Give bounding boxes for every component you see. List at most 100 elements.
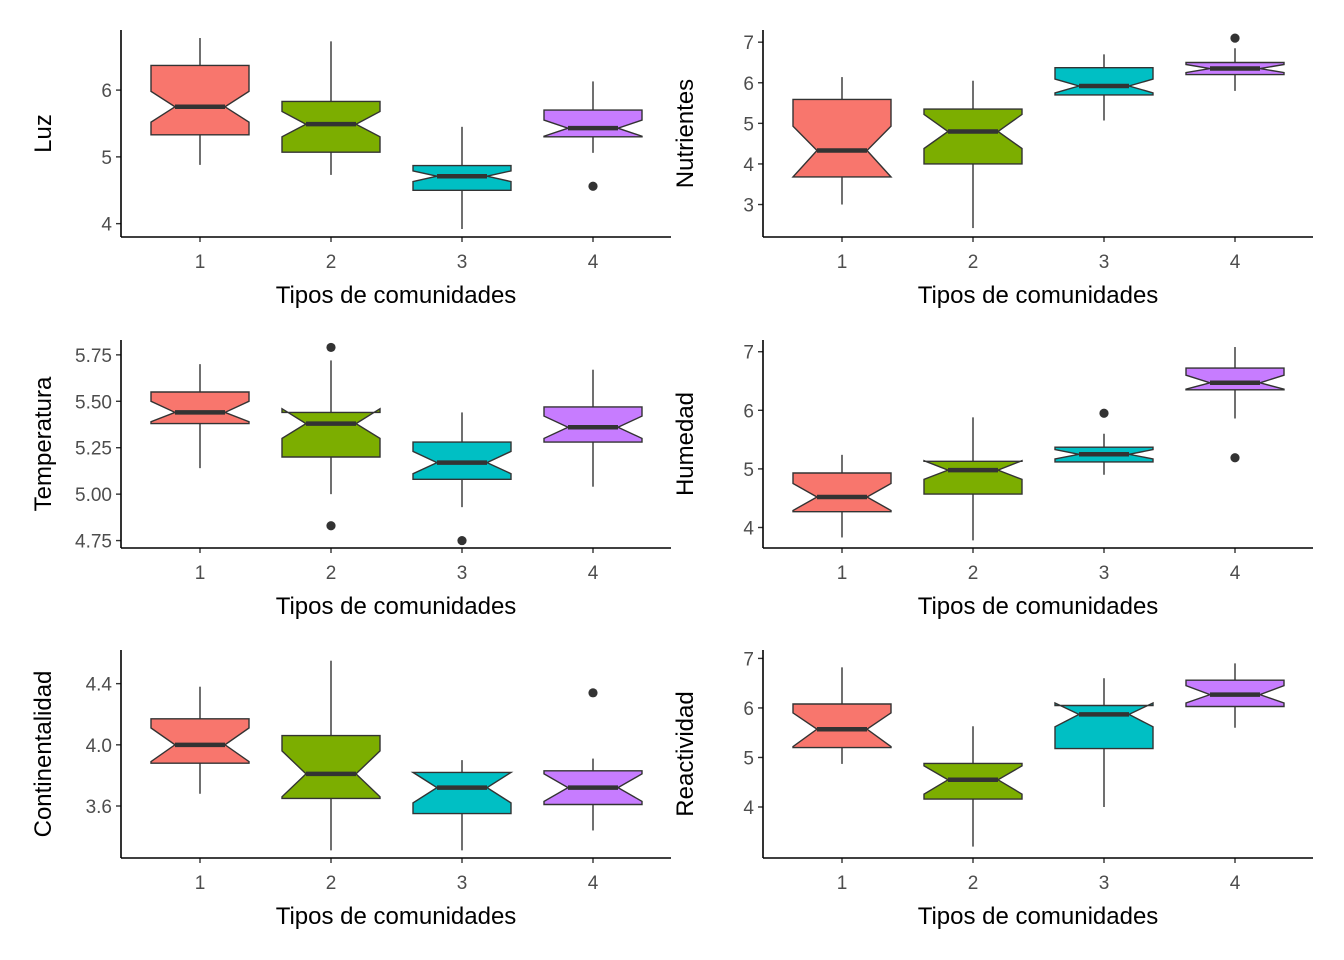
x-tick-label: 1 [195,252,206,273]
x-tick-label: 2 [968,563,979,584]
outlier-point [326,342,336,353]
y-tick-label: 5 [101,148,112,169]
x-axis-title: Tipos de comunidades [918,593,1159,620]
x-tick-label: 4 [588,252,599,273]
y-tick-label: 6 [743,74,754,95]
box-2 [281,100,381,153]
outlier-point [588,181,598,191]
box-group-4 [543,369,643,487]
y-tick-label: 4 [743,155,754,176]
box-2 [923,459,1023,495]
y-tick-label: 5.25 [75,439,112,460]
box-group-2 [923,726,1023,847]
box-group-3 [412,412,512,546]
box-4 [543,406,643,443]
outlier-point [1099,408,1109,418]
x-axis-title: Tipos de comunidades [276,903,517,930]
x-axis-title: Tipos de comunidades [276,282,517,309]
x-tick-label: 2 [968,252,979,273]
panel-temperatura: 4.75 5.00 5.25 5.50 5.75 1 2 3 4 Tipos de comunid… [30,340,671,620]
y-tick-label: 5.50 [75,392,112,413]
box-group-4 [1185,347,1285,463]
y-tick-label: 5 [743,748,754,769]
y-tick-label: 4.75 [75,532,112,553]
y-tick-label: 4 [101,215,112,236]
box-group-3 [412,126,512,229]
box-group-1 [791,77,893,205]
x-tick-label: 3 [1099,563,1110,584]
outlier-point [326,521,336,531]
y-tick-label: 4.4 [86,675,113,696]
y-tick-label: 5 [743,460,754,481]
x-tick-label: 2 [326,563,337,584]
outlier-point [1230,33,1240,43]
panel-continentalidad: 3.6 4.0 4.4 1 2 3 4 Tipos de comunidades Contine… [30,650,671,930]
box-2 [923,108,1023,165]
box-3 [410,771,514,815]
box-4 [543,109,643,138]
box-1 [792,703,892,749]
y-tick-label: 4 [743,518,754,539]
x-tick-label: 3 [457,252,468,273]
panel-nutrientes: 3 4 5 6 7 1 2 3 4 Tipos de comunidades Nutrientes [672,30,1313,309]
x-tick-label: 1 [837,252,848,273]
x-tick-label: 4 [588,873,599,894]
box-2 [281,734,381,800]
box-group-1 [792,667,892,764]
x-axis-title: Tipos de comunidades [276,593,517,620]
y-tick-label: 4.0 [86,736,112,757]
box-group-1 [792,454,892,538]
x-axis-title: Tipos de comunidades [918,903,1159,930]
box-1 [150,718,250,764]
box-group-1 [150,364,250,469]
box-1 [792,472,892,513]
box-1 [150,391,250,425]
panel-luz: 4 5 6 1 2 3 4 Tipos de comunidades Luz [30,30,671,309]
x-tick-label: 3 [457,873,468,894]
box-group-1 [150,38,250,165]
outlier-point [1230,453,1240,463]
box-group-2 [281,342,381,531]
box-group-2 [923,417,1023,541]
x-tick-label: 4 [588,563,599,584]
outlier-point [588,688,598,698]
box-group-4 [543,688,643,831]
box-1 [150,64,250,136]
box-group-2 [281,41,381,175]
box-1 [791,98,893,178]
y-axis-title: Reactividad [672,691,699,816]
box-group-3 [410,760,514,851]
x-tick-label: 4 [1230,873,1241,894]
y-tick-label: 5 [743,114,754,135]
y-tick-label: 3.6 [86,797,112,818]
y-tick-label: 4 [743,798,754,819]
x-axis-title: Tipos de comunidades [918,282,1159,309]
outlier-point [457,535,467,546]
x-tick-label: 4 [1230,252,1241,273]
panel-humedad: 4 5 6 7 1 2 3 4 Tipos de comunidades Humedad [672,340,1313,620]
box-4 [1185,367,1285,391]
box-group-4 [1185,663,1285,728]
y-tick-label: 7 [743,649,754,670]
box-3 [1054,701,1154,750]
y-axis-title: Luz [30,114,57,153]
y-tick-label: 5.75 [75,346,112,367]
y-axis-title: Continentalidad [30,671,57,838]
x-tick-label: 1 [195,563,206,584]
x-tick-label: 3 [1099,252,1110,273]
box-group-3 [1054,408,1154,475]
box-group-4 [1185,33,1285,91]
x-tick-label: 2 [326,252,337,273]
box-group-3 [1054,678,1154,807]
y-tick-label: 7 [743,343,754,364]
box-group-2 [281,660,381,851]
x-tick-label: 1 [837,873,848,894]
x-tick-label: 2 [326,873,337,894]
box-3 [1054,66,1154,96]
y-tick-label: 3 [743,196,754,217]
y-tick-label: 6 [743,699,754,720]
box-group-3 [1054,54,1154,121]
x-tick-label: 2 [968,873,979,894]
x-tick-label: 1 [837,563,848,584]
